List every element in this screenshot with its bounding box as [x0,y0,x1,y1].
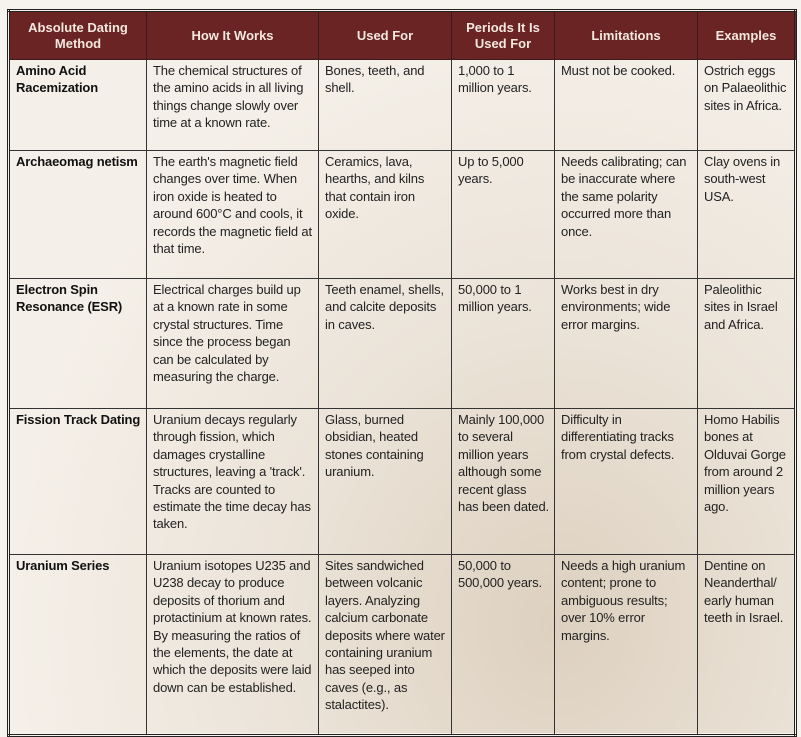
cell-limitations: Works best in dry environments; wide err… [554,278,698,409]
cell-periods: Up to 5,000 years. [451,150,555,279]
header-limitations: Limitations [554,10,698,60]
cell-limitations: Difficulty in differentiating tracks fro… [554,408,698,555]
cell-used-for: Glass, burned obsidian, heated stones co… [318,408,452,555]
cell-method: Archaeomag netism [8,150,147,279]
table-row: Fission Track Dating Uranium decays regul… [8,408,796,555]
cell-periods: Mainly 100,000 to several million years … [451,408,555,555]
cell-how-it-works: Uranium isotopes U235 and U238 decay to … [146,554,319,736]
cell-used-for: Ceramics, lava, hearths, and kilns that … [318,150,452,279]
cell-how-it-works: The earth's magnetic field changes over … [146,150,319,279]
cell-used-for: Teeth enamel, shells, and calcite deposi… [318,278,452,409]
table-row: Amino Acid Racemization The chemical stru… [8,59,796,151]
cell-method: Amino Acid Racemization [8,59,147,151]
dating-methods-table: Absolute Dating Method How It Works Used F… [7,9,797,737]
cell-how-it-works: Uranium decays regularly through fission… [146,408,319,555]
cell-examples: Clay ovens in south-west USA. [697,150,796,279]
header-method: Absolute Dating Method [8,10,147,60]
cell-method: Fission Track Dating [8,408,147,555]
table-row: Archaeomag netism The earth's magnetic fi… [8,150,796,279]
cell-limitations: Needs a high uranium content; prone to a… [554,554,698,736]
cell-used-for: Bones, teeth, and shell. [318,59,452,151]
cell-examples: Paleolithic sites in Israel and Africa. [697,278,796,409]
cell-examples: Dentine on Neanderthal/ early human teet… [697,554,796,736]
cell-examples: Homo Habilis bones at Olduvai Gorge from… [697,408,796,555]
cell-how-it-works: The chemical structures of the amino aci… [146,59,319,151]
cell-method: Electron Spin Resonance (ESR) [8,278,147,409]
cell-limitations: Must not be cooked. [554,59,698,151]
header-periods: Periods It Is Used For [451,10,555,60]
cell-limitations: Needs calibrating; can be inaccurate whe… [554,150,698,279]
header-examples: Examples [697,10,796,60]
header-row: Absolute Dating Method How It Works Used F… [8,10,796,60]
cell-periods: 50,000 to 500,000 years. [451,554,555,736]
cell-how-it-works: Electrical charges build up at a known r… [146,278,319,409]
header-how-it-works: How It Works [146,10,319,60]
table-row: Electron Spin Resonance (ESR) Electrical … [8,278,796,409]
cell-examples: Ostrich eggs on Palaeolithic sites in Af… [697,59,796,151]
cell-periods: 1,000 to 1 million years. [451,59,555,151]
cell-periods: 50,000 to 1 million years. [451,278,555,409]
table-row: Uranium Series Uranium isotopes U235 and … [8,554,796,736]
cell-used-for: Sites sandwiched between volcanic layers… [318,554,452,736]
cell-method: Uranium Series [8,554,147,736]
header-used-for: Used For [318,10,452,60]
